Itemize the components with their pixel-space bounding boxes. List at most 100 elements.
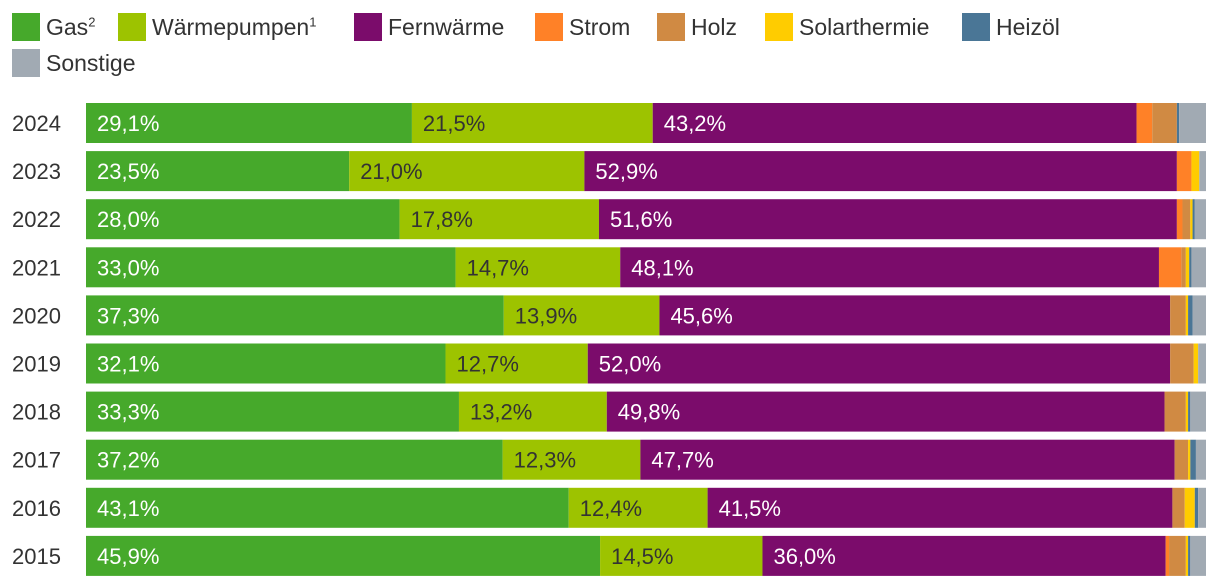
bar-segment xyxy=(1185,535,1189,576)
data-label: 33,3% xyxy=(97,400,159,425)
bar-segment xyxy=(1164,391,1186,432)
bar-segment xyxy=(1165,535,1170,576)
bar-segment xyxy=(1198,343,1206,384)
legend-swatch xyxy=(962,13,990,41)
data-label: 32,1% xyxy=(97,352,159,377)
data-label: 14,7% xyxy=(467,255,529,280)
data-label: 21,0% xyxy=(360,159,422,184)
data-label: 13,2% xyxy=(470,400,532,425)
legend-label: Fernwärme xyxy=(388,14,505,40)
data-label: 21,5% xyxy=(423,111,485,136)
bar-segment xyxy=(1190,535,1206,576)
bar-segment xyxy=(502,439,641,480)
bar-segment xyxy=(600,535,763,576)
legend-label: Strom xyxy=(569,14,631,40)
data-label: 45,9% xyxy=(97,544,159,569)
data-label: 48,1% xyxy=(631,255,693,280)
bar-segment xyxy=(1158,247,1182,288)
bar-segment xyxy=(1174,439,1189,480)
bar-segment xyxy=(1181,247,1186,288)
data-label: 33,0% xyxy=(97,255,159,280)
bar-segment xyxy=(399,199,599,240)
footnote-marker: 1 xyxy=(309,14,317,30)
bar-segment xyxy=(1182,199,1191,240)
bar-segment xyxy=(1189,247,1192,288)
legend-item-4: Holz xyxy=(657,12,737,42)
year-label: 2017 xyxy=(12,448,61,473)
bar-segment xyxy=(86,295,504,336)
legend-swatch xyxy=(535,13,563,41)
bar-segment xyxy=(86,247,456,288)
legend-label: Holz xyxy=(691,14,738,40)
bar-segment xyxy=(1169,535,1186,576)
bar-segment xyxy=(1185,391,1189,432)
bar-segment xyxy=(1184,487,1195,528)
bar-segment xyxy=(652,103,1137,143)
legend-swatch xyxy=(12,49,40,77)
bar-segment xyxy=(584,151,1177,192)
bar-segment xyxy=(598,199,1177,240)
bar-segment xyxy=(1176,151,1192,192)
bar-segment xyxy=(1136,103,1153,143)
year-label: 2019 xyxy=(12,352,61,377)
data-label: 49,8% xyxy=(618,400,680,425)
bar-segment xyxy=(86,487,569,528)
data-label: 23,5% xyxy=(97,159,159,184)
data-label: 17,8% xyxy=(411,207,473,232)
bar-segment xyxy=(503,295,660,336)
bar-segment xyxy=(587,343,1171,384)
legend-label: Gas2 xyxy=(46,14,96,40)
bar-segment xyxy=(1194,487,1199,528)
legend-label: Sonstige xyxy=(46,50,136,76)
data-label: 43,2% xyxy=(664,111,726,136)
year-label: 2020 xyxy=(12,303,61,328)
data-label: 13,9% xyxy=(515,303,577,328)
legend-item-6: Heizöl xyxy=(962,12,1060,42)
data-label: 37,3% xyxy=(97,303,159,328)
bar-segment xyxy=(1152,103,1177,143)
legend-item-5: Solarthermie xyxy=(765,12,929,42)
bar-segment xyxy=(458,391,607,432)
legend-item-7: Sonstige xyxy=(12,48,136,78)
legend-item-1: Wärmepumpen1 xyxy=(118,12,316,42)
bar-segment xyxy=(1190,391,1206,432)
bar-segment xyxy=(606,391,1165,432)
bar-segment xyxy=(707,487,1173,528)
bar-segment xyxy=(86,199,400,240)
bar-segment xyxy=(86,151,350,192)
bar-segment xyxy=(640,439,1175,480)
bar-segment xyxy=(1194,199,1206,240)
bar-segment xyxy=(86,103,412,143)
bar-segment xyxy=(1188,535,1191,576)
data-label: 52,9% xyxy=(595,159,657,184)
bar-segment xyxy=(1192,295,1206,336)
bar-segment xyxy=(455,247,621,288)
bar-segment xyxy=(620,247,1159,288)
legend-swatch xyxy=(12,13,40,41)
data-label: 12,7% xyxy=(457,352,519,377)
bar-segment xyxy=(1176,103,1180,143)
bar-segment xyxy=(1191,151,1200,192)
bar-segment xyxy=(1188,439,1191,480)
data-label: 12,3% xyxy=(514,448,576,473)
data-label: 51,6% xyxy=(610,207,672,232)
year-label: 2018 xyxy=(12,400,61,425)
bar-segment xyxy=(86,343,446,384)
bar-segment xyxy=(1199,151,1206,192)
bar-segment xyxy=(659,295,1171,336)
data-label: 43,1% xyxy=(97,496,159,521)
year-label: 2022 xyxy=(12,207,61,232)
bar-segment xyxy=(1185,247,1190,288)
bar-segment xyxy=(86,439,503,480)
bar-segment xyxy=(1190,439,1196,480)
data-label: 52,0% xyxy=(599,352,661,377)
year-label: 2021 xyxy=(12,255,61,280)
bar-segment xyxy=(86,391,459,432)
data-label: 41,5% xyxy=(719,496,781,521)
data-label: 45,6% xyxy=(670,303,732,328)
bar-segment xyxy=(1190,199,1193,240)
bar-segment xyxy=(1185,295,1189,336)
data-label: 28,0% xyxy=(97,207,159,232)
bar-segment xyxy=(1176,199,1183,240)
bar-segment xyxy=(762,535,1166,576)
